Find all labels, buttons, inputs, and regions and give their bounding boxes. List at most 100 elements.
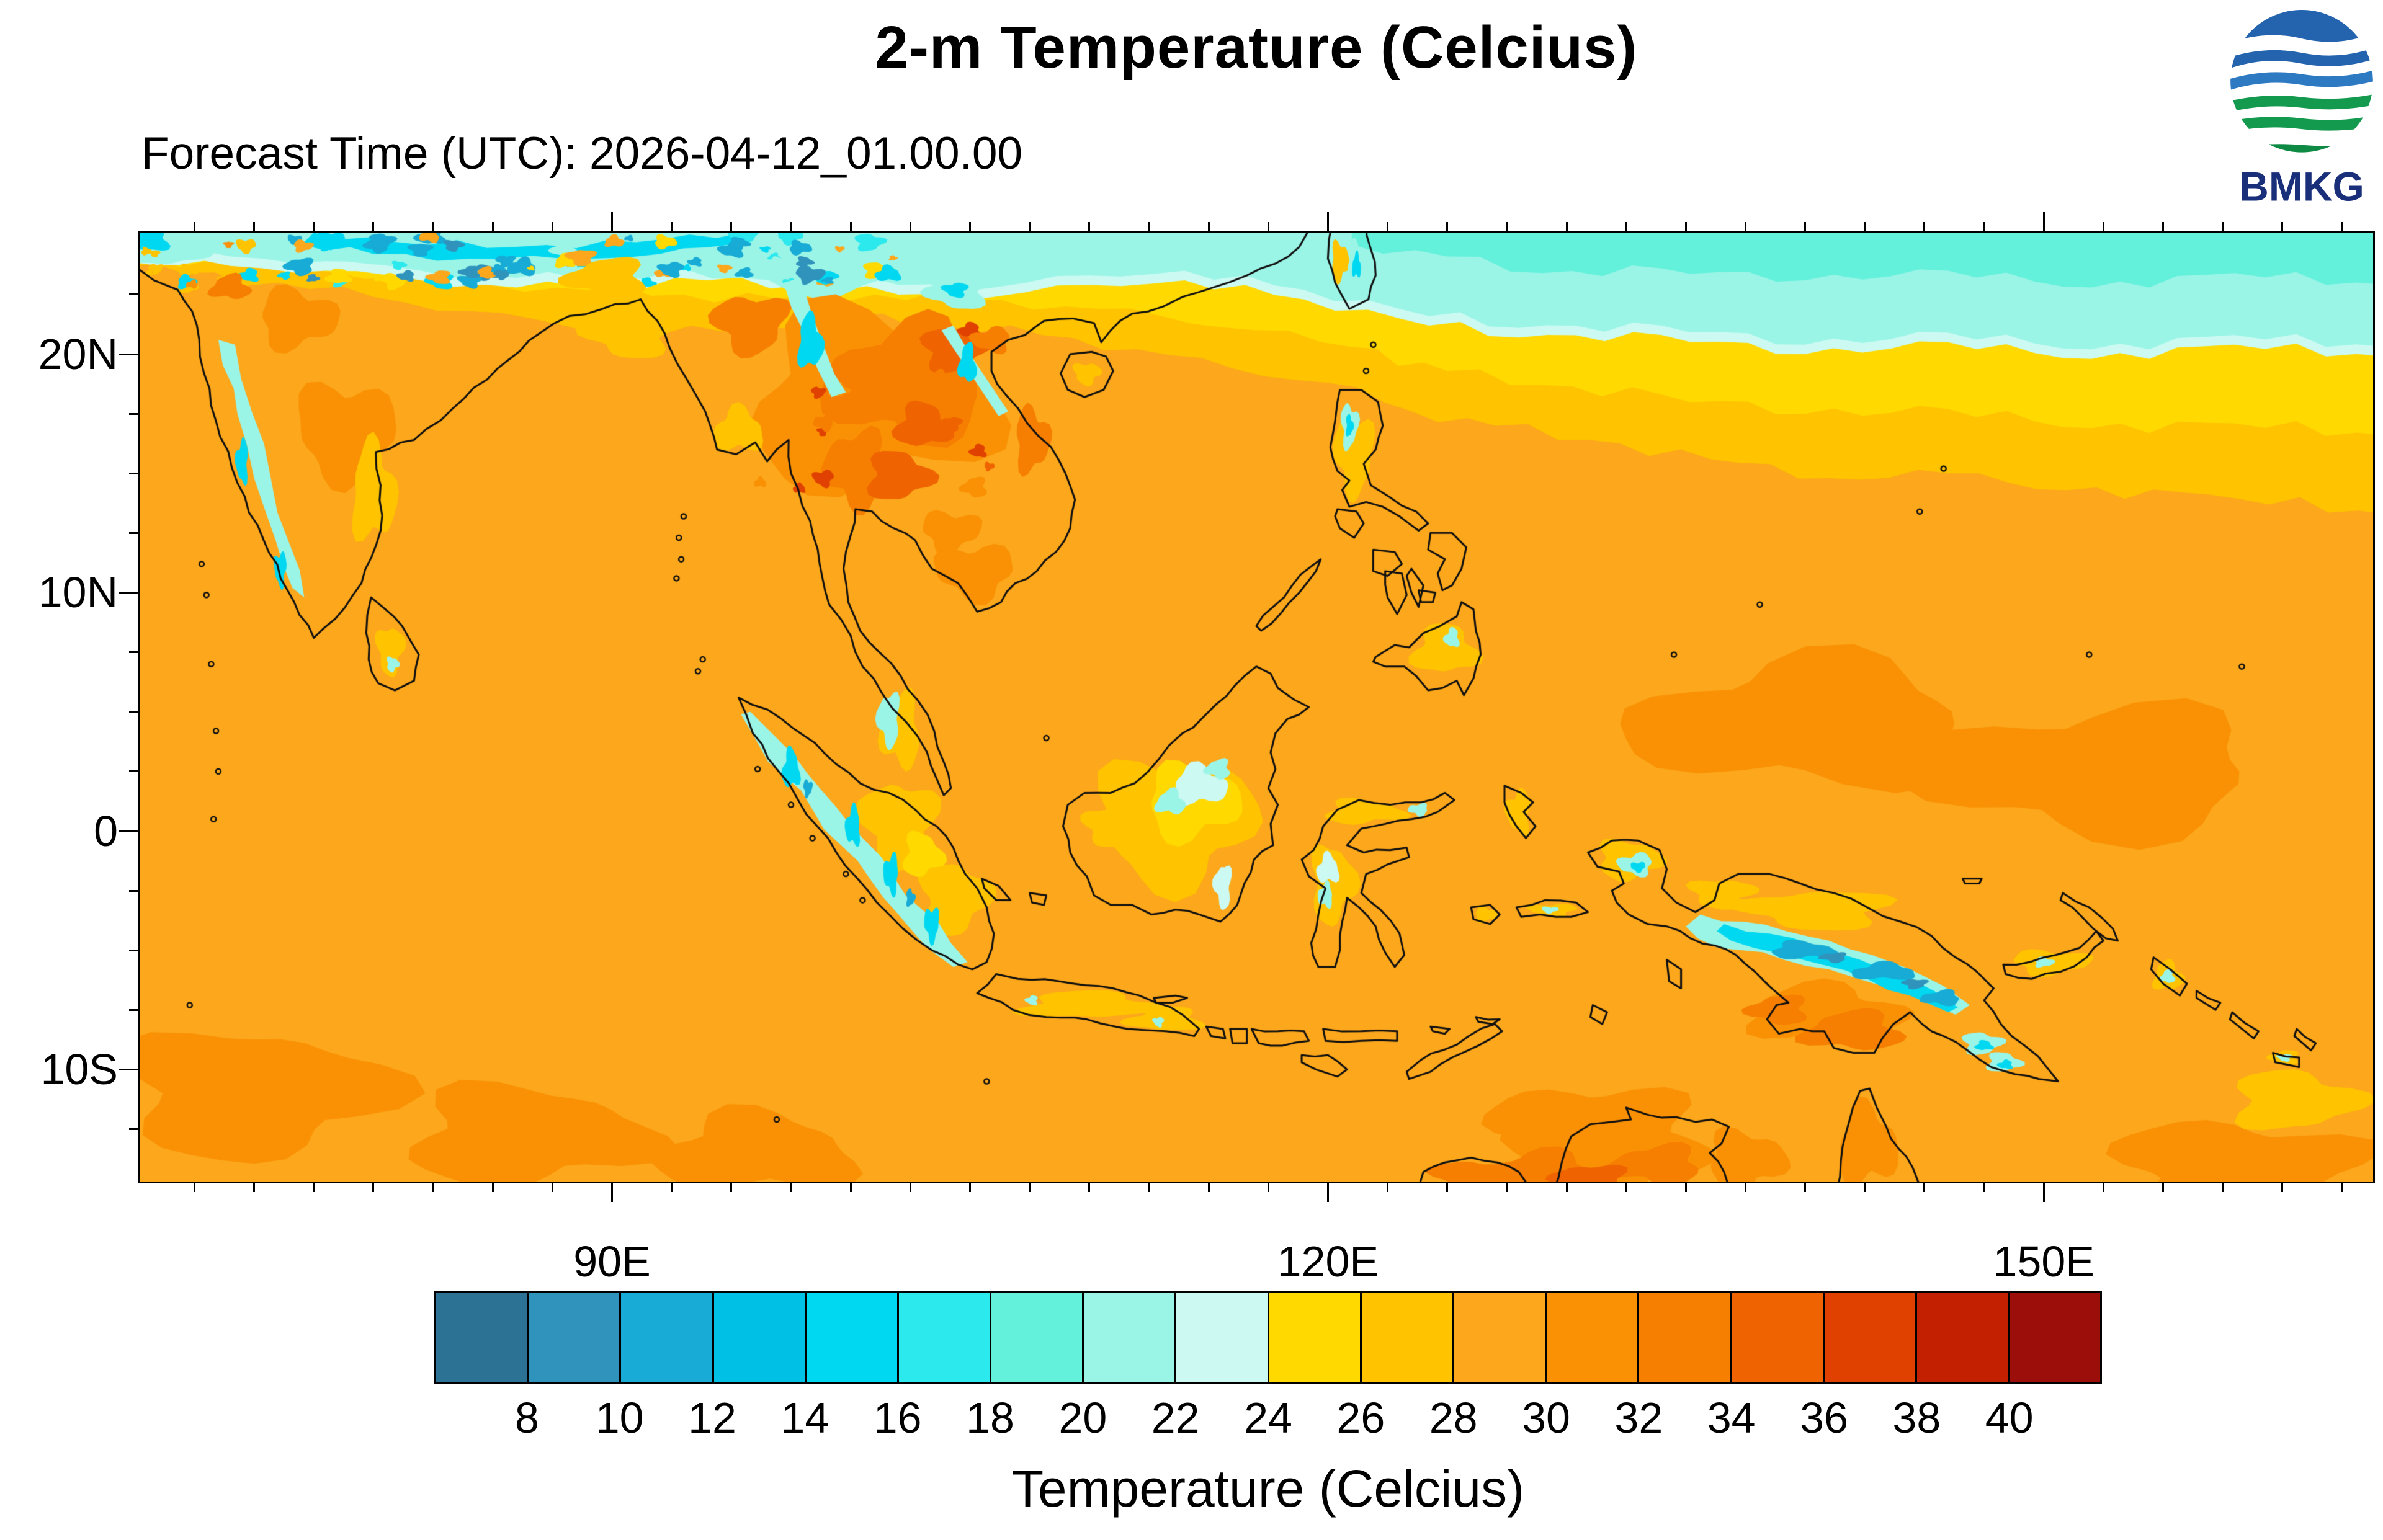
x-axis-tick xyxy=(1148,1183,1150,1192)
x-axis-tick xyxy=(790,1183,792,1192)
colorbar-tick-label: 10 xyxy=(595,1394,644,1442)
x-axis-tick xyxy=(432,222,434,231)
x-axis-tick xyxy=(2281,222,2284,231)
x-axis-tick xyxy=(2102,1183,2104,1192)
y-axis-label: 0 xyxy=(94,806,118,855)
page-title: 2-m Temperature (Celcius) xyxy=(875,14,1638,81)
x-axis-tick xyxy=(611,212,614,231)
x-axis-tick xyxy=(1565,1183,1568,1192)
x-axis-tick xyxy=(551,222,553,231)
colorbar-cell xyxy=(1915,1291,2010,1384)
x-axis-tick xyxy=(1804,222,1807,231)
colorbar-tick-label: 8 xyxy=(514,1394,539,1442)
x-axis-tick xyxy=(671,222,673,231)
x-axis-label: 120E xyxy=(1277,1237,1379,1286)
colorbar-tick-label: 24 xyxy=(1244,1394,1292,1442)
x-axis-tick xyxy=(1029,1183,1031,1192)
x-axis-tick xyxy=(1923,1183,1926,1192)
y-axis-tick xyxy=(129,293,138,296)
forecast-time-label: Forecast Time (UTC): 2026-04-12_01.00.00 xyxy=(141,128,1023,179)
colorbar-tick-label: 36 xyxy=(1800,1394,1848,1442)
y-axis-tick xyxy=(129,889,138,892)
colorbar-tick-label: 40 xyxy=(1985,1394,2034,1442)
x-axis-tick xyxy=(2341,1183,2343,1192)
colorbar-tick-label: 18 xyxy=(966,1394,1014,1442)
x-axis-tick xyxy=(1207,222,1210,231)
x-axis-tick xyxy=(968,1183,971,1192)
x-axis-tick xyxy=(1804,1183,1807,1192)
x-axis-tick xyxy=(1923,222,1926,231)
x-axis-tick xyxy=(909,1183,911,1192)
y-axis-tick xyxy=(129,949,138,951)
x-axis-tick xyxy=(1744,222,1746,231)
colorbar-cell xyxy=(619,1291,714,1384)
colorbar-cell xyxy=(896,1291,992,1384)
x-axis-tick xyxy=(2042,212,2045,231)
colorbar-tick-label: 20 xyxy=(1058,1394,1107,1442)
y-axis-tick xyxy=(129,472,138,474)
x-axis-tick xyxy=(1326,212,1329,231)
colorbar-cell xyxy=(527,1291,622,1384)
colorbar-cell xyxy=(1174,1291,1269,1384)
x-axis-tick xyxy=(551,1183,553,1192)
x-axis-tick xyxy=(1446,222,1449,231)
x-axis-tick xyxy=(1088,1183,1091,1192)
x-axis-tick xyxy=(1625,1183,1627,1192)
x-axis-tick xyxy=(1684,1183,1687,1192)
x-axis-tick xyxy=(1983,222,1985,231)
colorbar-cell xyxy=(1545,1291,1640,1384)
colorbar-tick-label: 22 xyxy=(1151,1394,1200,1442)
x-axis-tick xyxy=(849,222,852,231)
x-axis-tick xyxy=(491,222,494,231)
colorbar-cell xyxy=(1359,1291,1454,1384)
x-axis-tick xyxy=(1267,1183,1269,1192)
colorbar-tick-label: 16 xyxy=(873,1394,922,1442)
colorbar xyxy=(434,1291,2103,1384)
colorbar-tick-label: 34 xyxy=(1707,1394,1756,1442)
x-axis-tick xyxy=(790,222,792,231)
x-axis-tick xyxy=(253,222,256,231)
colorbar-cell xyxy=(434,1291,529,1384)
y-axis-tick xyxy=(129,770,138,773)
y-axis-tick xyxy=(129,1128,138,1130)
x-axis-tick xyxy=(1446,1183,1449,1192)
y-axis-label: 20N xyxy=(38,330,118,379)
y-axis-tick xyxy=(119,830,138,832)
colorbar-cell xyxy=(990,1291,1084,1384)
colorbar-cell xyxy=(1822,1291,1917,1384)
y-axis-label: 10S xyxy=(40,1045,118,1094)
x-axis-tick xyxy=(909,222,911,231)
x-axis-tick xyxy=(2102,222,2104,231)
x-axis-tick xyxy=(1387,222,1389,231)
x-axis-tick xyxy=(193,222,195,231)
x-axis-tick xyxy=(1148,222,1150,231)
y-axis-tick xyxy=(119,591,138,594)
x-axis-tick xyxy=(1029,222,1031,231)
colorbar-tick-label: 14 xyxy=(780,1394,829,1442)
colorbar-tick-label: 32 xyxy=(1614,1394,1663,1442)
colorbar-tick-label: 12 xyxy=(688,1394,736,1442)
x-axis-tick xyxy=(2281,1183,2284,1192)
x-axis-tick xyxy=(1267,222,1269,231)
x-axis-tick xyxy=(372,1183,375,1192)
x-axis-tick xyxy=(2222,222,2224,231)
x-axis-tick xyxy=(1864,1183,1866,1192)
y-axis-tick xyxy=(129,412,138,415)
colorbar-cell xyxy=(712,1291,807,1384)
y-axis-tick xyxy=(119,1068,138,1070)
x-axis-tick xyxy=(2042,1183,2045,1202)
x-axis-tick xyxy=(1864,222,1866,231)
x-axis-tick xyxy=(2341,222,2343,231)
y-axis-tick xyxy=(129,651,138,654)
x-axis-tick xyxy=(253,1183,256,1192)
x-axis-tick xyxy=(1565,222,1568,231)
y-axis-label: 10N xyxy=(38,568,118,617)
x-axis-tick xyxy=(671,1183,673,1192)
x-axis-tick xyxy=(1506,1183,1508,1192)
colorbar-tick-label: 26 xyxy=(1336,1394,1385,1442)
colorbar-cell xyxy=(1452,1291,1547,1384)
bmkg-logo: BMKG xyxy=(2230,9,2373,210)
x-axis-tick xyxy=(1625,222,1627,231)
colorbar-caption: Temperature (Celcius) xyxy=(1011,1459,1525,1518)
